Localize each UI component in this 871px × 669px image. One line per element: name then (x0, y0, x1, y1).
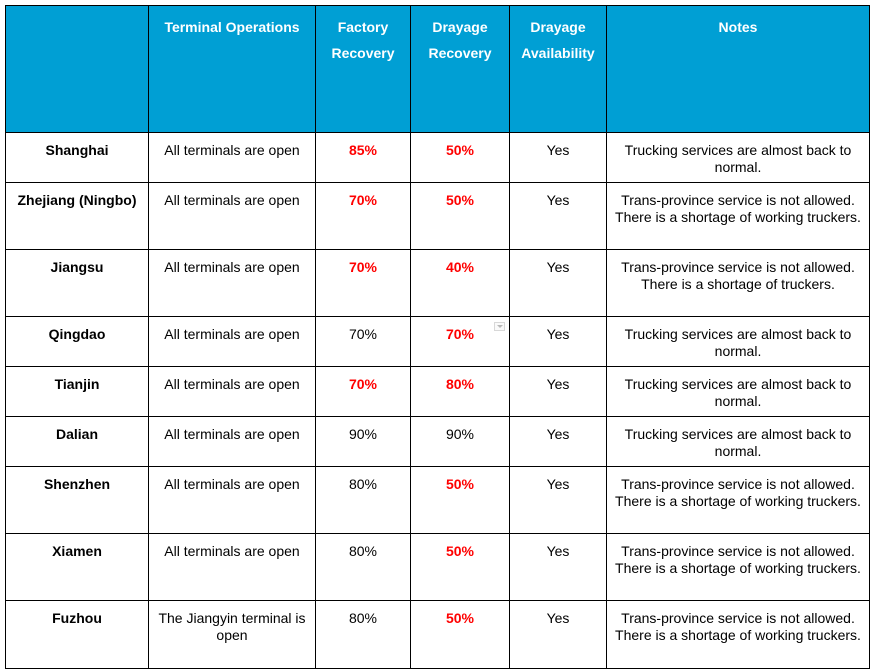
terminal-cell: All terminals are open (148, 416, 316, 467)
factory-cell: 70% (315, 316, 411, 367)
region-cell: Qingdao (5, 316, 149, 367)
drayage-cell: 50% (410, 466, 510, 534)
factory-cell: 80% (315, 600, 411, 669)
notes-cell: Trans-province service is not allowed. T… (606, 600, 870, 669)
table-row: Zhejiang (Ningbo) All terminals are open… (5, 182, 870, 250)
availability-cell: Yes (509, 182, 607, 250)
drayage-cell: 50% (410, 533, 510, 601)
factory-cell: 80% (315, 533, 411, 601)
terminal-cell: All terminals are open (148, 249, 316, 317)
availability-cell: Yes (509, 416, 607, 467)
table-row: Fuzhou The Jiangyin terminal is open 80%… (5, 600, 870, 669)
region-cell: Jiangsu (5, 249, 149, 317)
region-cell: Shanghai (5, 132, 149, 183)
region-cell: Fuzhou (5, 600, 149, 669)
drayage-cell: 50% (410, 132, 510, 183)
terminal-cell: All terminals are open (148, 182, 316, 250)
header-factory-recovery: Factory Recovery (315, 5, 411, 133)
factory-cell: 80% (315, 466, 411, 534)
notes-cell: Trans-province service is not allowed. T… (606, 249, 870, 317)
dropdown-marker-icon[interactable] (494, 322, 505, 331)
table-row: Shanghai All terminals are open 85% 50% … (5, 132, 870, 183)
table-row: Qingdao All terminals are open 70% 70% Y… (5, 316, 870, 367)
drayage-cell: 90% (410, 416, 510, 467)
region-cell: Shenzhen (5, 466, 149, 534)
drayage-value: 70% (445, 326, 475, 342)
factory-cell: 70% (315, 249, 411, 317)
recovery-status-table: Terminal Operations Factory Recovery Dra… (5, 5, 870, 669)
availability-cell: Yes (509, 366, 607, 417)
terminal-cell: All terminals are open (148, 132, 316, 183)
header-drayage-recovery: Drayage Recovery (410, 5, 510, 133)
availability-cell: Yes (509, 132, 607, 183)
header-region (5, 5, 149, 133)
availability-cell: Yes (509, 533, 607, 601)
notes-cell: Trucking services are almost back to nor… (606, 316, 870, 367)
terminal-cell: All terminals are open (148, 316, 316, 367)
notes-cell: Trucking services are almost back to nor… (606, 416, 870, 467)
factory-cell: 90% (315, 416, 411, 467)
notes-cell: Trans-province service is not allowed. T… (606, 533, 870, 601)
availability-cell: Yes (509, 249, 607, 317)
terminal-cell: All terminals are open (148, 366, 316, 417)
table-row: Tianjin All terminals are open 70% 80% Y… (5, 366, 870, 417)
header-row: Terminal Operations Factory Recovery Dra… (5, 5, 870, 133)
drayage-cell: 40% (410, 249, 510, 317)
notes-cell: Trans-province service is not allowed. T… (606, 182, 870, 250)
region-cell: Dalian (5, 416, 149, 467)
factory-cell: 85% (315, 132, 411, 183)
drayage-cell: 50% (410, 182, 510, 250)
terminal-cell: All terminals are open (148, 533, 316, 601)
factory-cell: 70% (315, 182, 411, 250)
region-cell: Tianjin (5, 366, 149, 417)
notes-cell: Trans-province service is not allowed. T… (606, 466, 870, 534)
terminal-cell: The Jiangyin terminal is open (148, 600, 316, 669)
header-drayage-availability: Drayage Availability (509, 5, 607, 133)
notes-cell: Trucking services are almost back to nor… (606, 366, 870, 417)
table-container: Terminal Operations Factory Recovery Dra… (5, 5, 870, 669)
table-row: Shenzhen All terminals are open 80% 50% … (5, 466, 870, 534)
drayage-cell: 70% (410, 316, 510, 367)
header-notes: Notes (606, 5, 870, 133)
drayage-cell: 80% (410, 366, 510, 417)
table-row: Xiamen All terminals are open 80% 50% Ye… (5, 533, 870, 601)
availability-cell: Yes (509, 466, 607, 534)
drayage-cell: 50% (410, 600, 510, 669)
notes-cell: Trucking services are almost back to nor… (606, 132, 870, 183)
region-cell: Zhejiang (Ningbo) (5, 182, 149, 250)
region-cell: Xiamen (5, 533, 149, 601)
terminal-cell: All terminals are open (148, 466, 316, 534)
table-row: Dalian All terminals are open 90% 90% Ye… (5, 416, 870, 467)
factory-cell: 70% (315, 366, 411, 417)
table-row: Jiangsu All terminals are open 70% 40% Y… (5, 249, 870, 317)
header-terminal-operations: Terminal Operations (148, 5, 316, 133)
availability-cell: Yes (509, 316, 607, 367)
availability-cell: Yes (509, 600, 607, 669)
